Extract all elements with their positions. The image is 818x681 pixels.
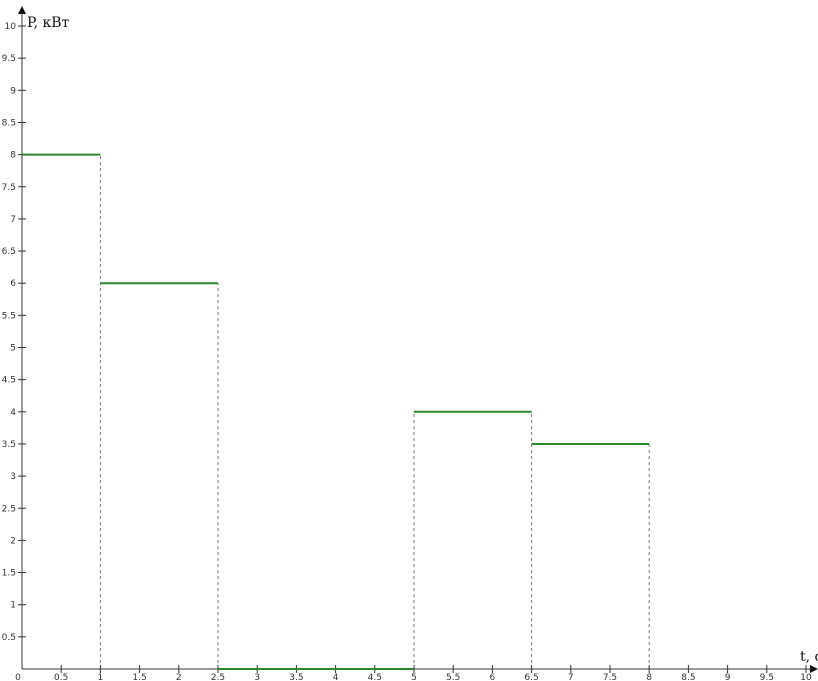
x-tick-label: 0 [15, 673, 21, 681]
x-tick-label: 1 [98, 673, 104, 681]
y-tick-label: 5 [10, 344, 16, 354]
axes [18, 6, 818, 673]
x-tick-label: 6 [490, 673, 496, 681]
x-tick-label: 2 [176, 673, 182, 681]
y-tick-label: 3 [10, 472, 16, 482]
x-tick-label: 9 [725, 673, 731, 681]
y-tick-label: 9 [10, 86, 16, 96]
x-tick-label: 3.5 [289, 673, 303, 681]
y-tick-label: 7 [10, 215, 16, 225]
dashed-guides [99, 154, 650, 669]
x-tick-label: 7.5 [603, 673, 617, 681]
y-tick-label: 3.5 [2, 440, 16, 450]
x-axis-label: t, c [800, 649, 818, 665]
x-tick-label: 9.5 [760, 673, 774, 681]
y-axis-arrow [18, 6, 26, 14]
x-tick-label: 10 [800, 673, 812, 681]
y-axis-label: P, кВт [27, 15, 70, 31]
x-tick-label: 4 [333, 673, 339, 681]
x-tick-label: 5 [411, 673, 417, 681]
y-tick-label: 1.5 [2, 569, 16, 579]
x-tick-label: 8.5 [681, 673, 695, 681]
y-tick-label: 8.5 [2, 118, 16, 128]
y-tick-label: 4.5 [2, 376, 16, 386]
y-tick-label: 9.5 [2, 54, 16, 64]
y-tick-label: 2.5 [2, 504, 16, 514]
x-tick-label: 1.5 [132, 673, 146, 681]
series-steps [22, 153, 650, 670]
x-tick-label: 7 [568, 673, 574, 681]
y-tick-label: 4 [10, 408, 16, 418]
ticks: 0 0.5 1 1.5 2 2.5 3 3.5 4 4.5 5 5.5 6 6.5 7 7.5 8 8.5 9 9.5… [2, 22, 812, 681]
y-tick-label: 5.5 [2, 311, 16, 321]
x-tick-label: 3 [254, 673, 260, 681]
y-tick-label: 8 [10, 151, 16, 161]
x-tick-label: 4.5 [368, 673, 382, 681]
x-tick-label: 2.5 [211, 673, 225, 681]
y-tick-label: 1 [10, 601, 16, 611]
x-tick-label: 8 [646, 673, 652, 681]
y-tick-label: 0.5 [2, 633, 16, 643]
x-axis-arrow [810, 665, 818, 673]
x-tick-label: 6.5 [524, 673, 538, 681]
y-tick-label: 6.5 [2, 247, 16, 257]
y-tick-label: 6 [10, 279, 16, 289]
y-tick-label: 2 [10, 536, 16, 546]
x-tick-label: 0.5 [54, 673, 68, 681]
y-tick-label: 10 [5, 22, 17, 32]
x-tick-label: 5.5 [446, 673, 460, 681]
y-tick-label: 7.5 [2, 183, 16, 193]
